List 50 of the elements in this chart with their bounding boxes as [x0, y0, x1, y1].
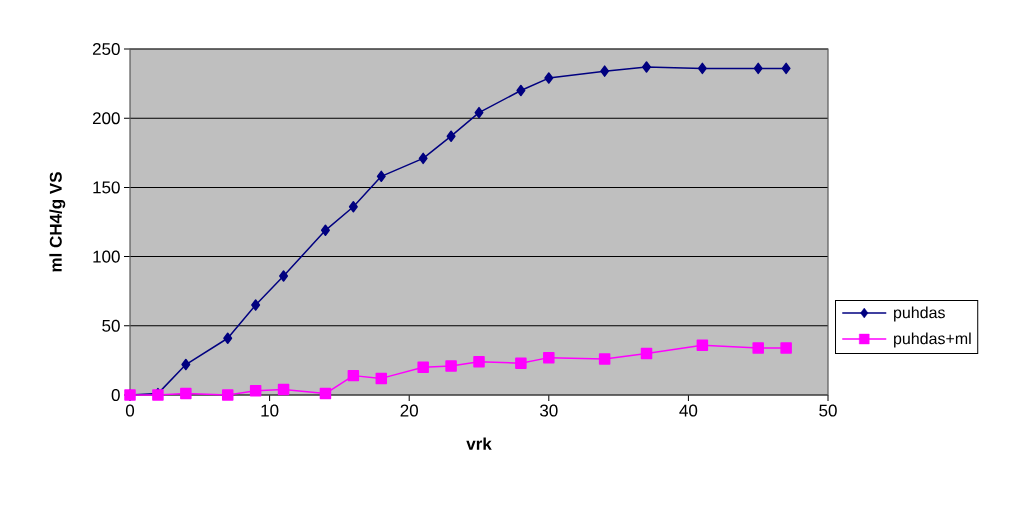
- legend-label: puhdas: [894, 306, 945, 322]
- point: [446, 130, 456, 142]
- y-tick-label: 50: [102, 319, 120, 332]
- x-tick-label: 20: [400, 404, 418, 417]
- legend-label: puhdas+ml: [894, 332, 971, 348]
- point: [277, 383, 290, 396]
- point: [249, 385, 262, 397]
- point: [642, 61, 652, 73]
- point: [515, 357, 527, 369]
- x-tick-label: 40: [679, 404, 698, 417]
- x-tick-label: 30: [539, 404, 558, 417]
- point: [375, 372, 388, 385]
- point: [473, 356, 485, 368]
- point: [598, 353, 611, 365]
- point: [319, 387, 332, 400]
- point: [181, 358, 191, 371]
- point: [320, 224, 330, 237]
- y-tick-label: 100: [93, 250, 120, 263]
- point: [180, 387, 192, 400]
- x-tick-label: 10: [261, 404, 279, 417]
- point: [279, 270, 289, 282]
- point: [543, 351, 555, 364]
- y-tick-label: 0: [111, 388, 120, 402]
- y-axis-title: ml CH4/g VS: [49, 172, 66, 272]
- point: [516, 84, 526, 97]
- y-tick-label: 250: [92, 42, 120, 56]
- point: [418, 152, 428, 165]
- point: [544, 72, 554, 84]
- point: [752, 342, 764, 354]
- point: [781, 62, 791, 75]
- point: [348, 201, 358, 213]
- point: [780, 342, 792, 354]
- point: [600, 65, 610, 77]
- point: [474, 106, 484, 119]
- point: [347, 369, 360, 382]
- point: [640, 347, 653, 360]
- point: [223, 332, 233, 345]
- point: [376, 170, 386, 183]
- x-tick-label: 0: [125, 404, 135, 417]
- point: [445, 360, 457, 372]
- point: [753, 62, 763, 75]
- x-axis-title: vrk: [466, 437, 492, 450]
- y-tick-label: 200: [92, 112, 120, 125]
- point: [221, 389, 234, 401]
- point: [417, 361, 429, 374]
- point: [251, 299, 261, 311]
- x-tick-label: 50: [819, 404, 837, 417]
- point: [696, 339, 709, 351]
- y-tick-label: 150: [93, 181, 120, 194]
- point: [697, 62, 707, 75]
